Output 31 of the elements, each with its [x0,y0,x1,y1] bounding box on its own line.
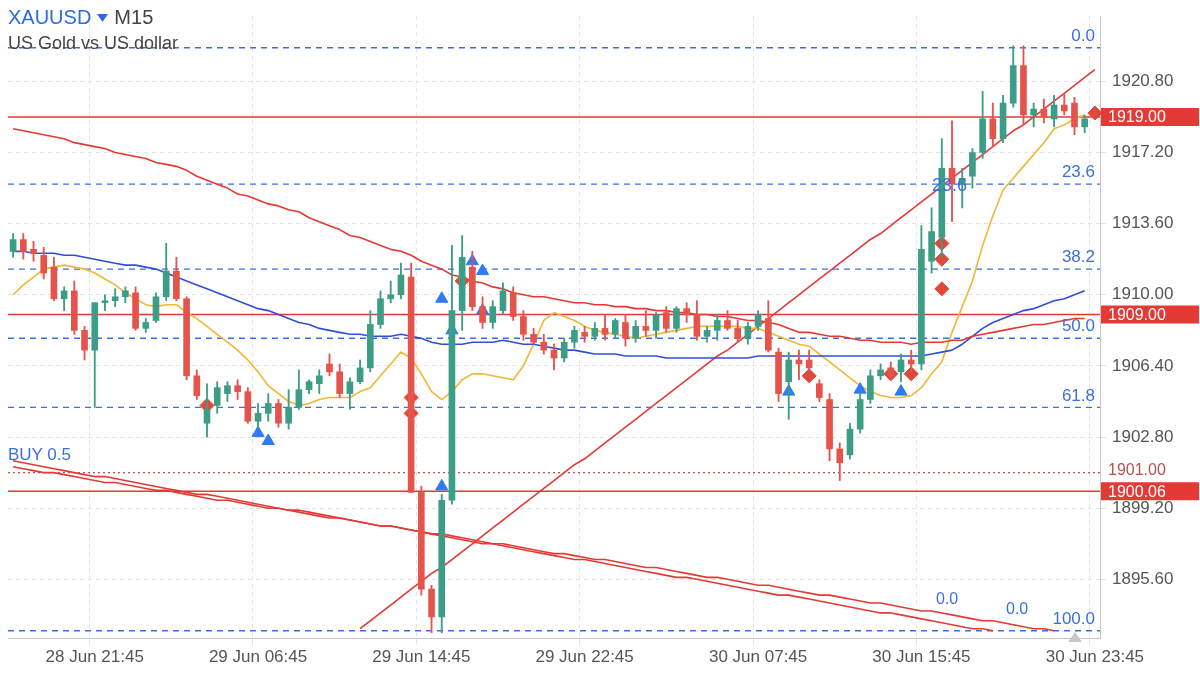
annotation: 0.0 [1071,26,1095,45]
annotation: 38.2 [1061,247,1095,267]
x-tick-label: 28 Jun 21:45 [45,647,144,667]
annotation: 50.0 [1061,316,1095,336]
y-tick-label: 1906.40 [1112,355,1174,375]
y-tick-label: 1913.60 [1112,213,1174,233]
x-tick-label: 29 Jun 22:45 [535,647,634,667]
y-tick-label: 1910.00 [1112,284,1174,304]
y-tick-label: 1902.80 [1112,426,1174,446]
x-tick-label: 30 Jun 15:45 [872,647,971,667]
text: US Gold vs US dollar [8,33,179,54]
y-tick-label: 1895.60 [1112,569,1174,589]
ref-line-label: 1919.00 [1108,108,1166,126]
annotation: 0.0 [936,590,959,608]
x-tick-label: 30 Jun 07:45 [708,647,808,667]
y-tick-label: 1899.20 [1112,497,1174,517]
chart-title: XAUUSD [8,6,92,29]
y-tick-label: 1917.20 [1112,142,1174,162]
x-tick-label: 29 Jun 06:45 [208,647,308,667]
annotation: 0.0 [1006,600,1029,618]
annotation: 100.0 [1052,608,1095,628]
ref-line-label: 1901.00 [1108,461,1166,479]
ref-line-label: 1900.06 [1108,482,1166,500]
annotation: M15 [114,6,154,29]
x-tick-label: 30 Jun 23:45 [1045,647,1145,667]
annotation: BUY 0.5 [8,445,72,465]
annotation: 61.8 [1061,385,1095,405]
ref-line-label: 1909.00 [1108,305,1166,323]
y-tick-label: 1920.80 [1112,71,1174,91]
x-tick-label: 29 Jun 14:45 [372,647,471,667]
annotation: 23.6 [1061,162,1095,182]
